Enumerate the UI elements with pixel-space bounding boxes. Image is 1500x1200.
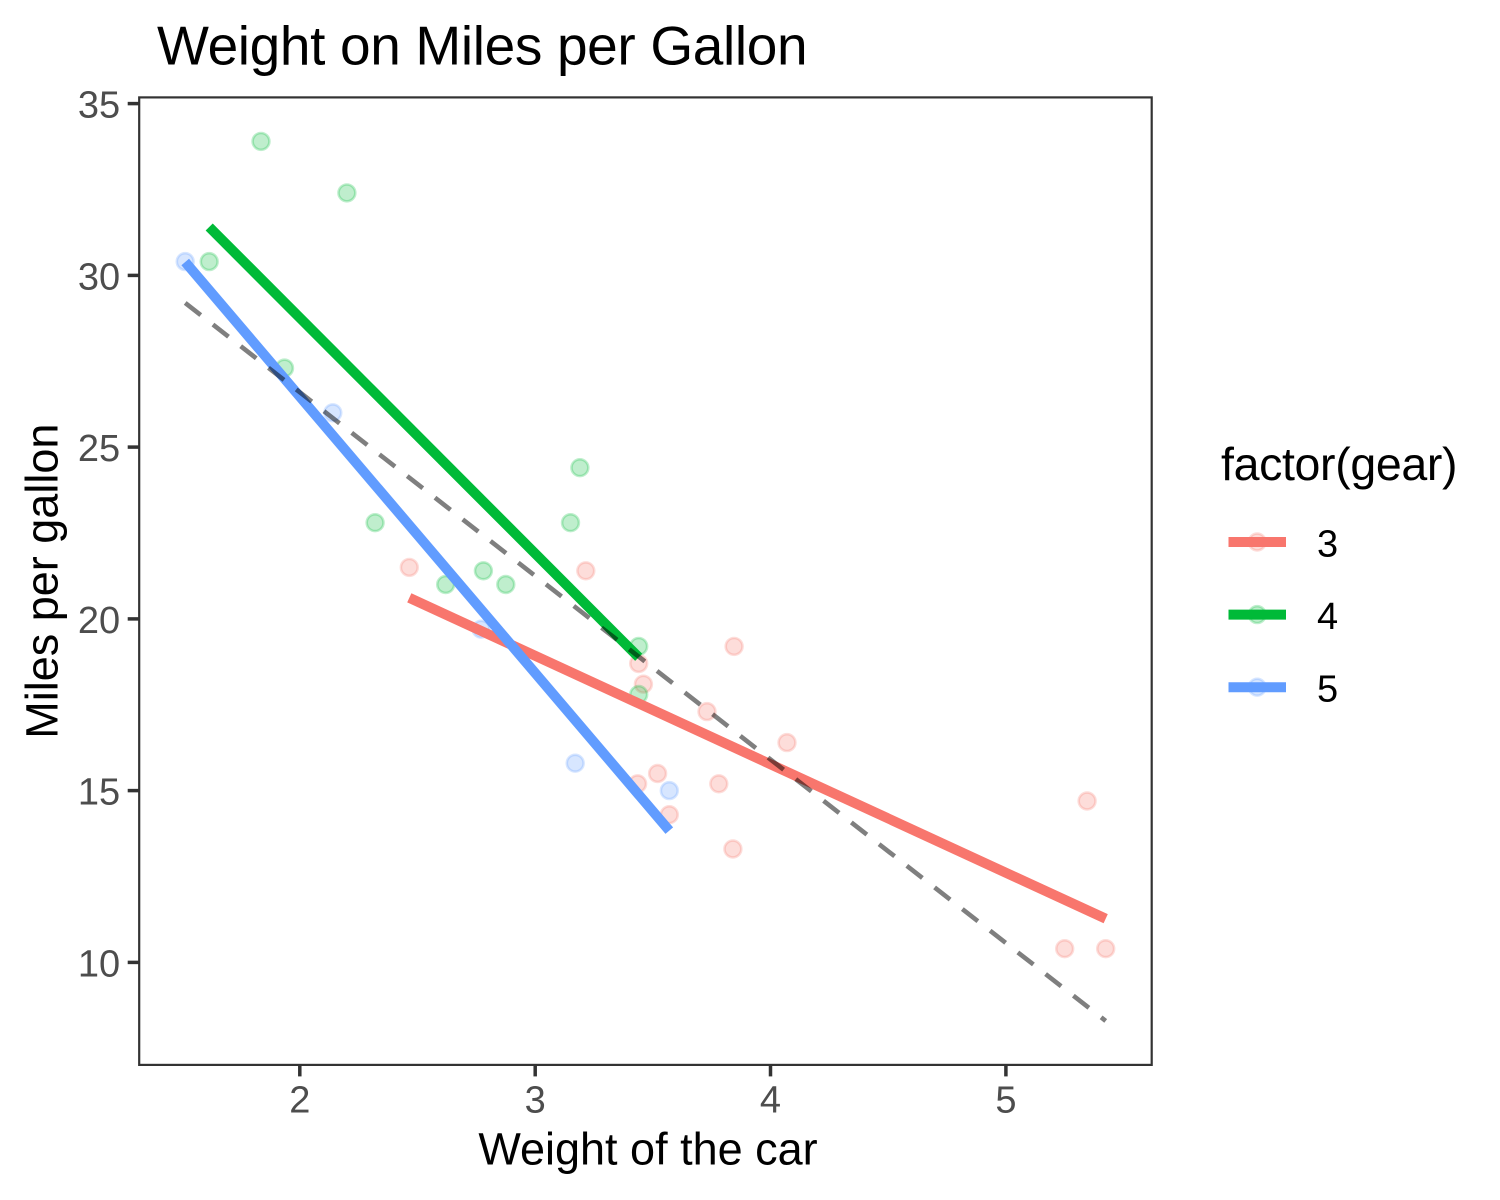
svg-text:15: 15 bbox=[78, 772, 120, 814]
svg-text:4: 4 bbox=[1317, 596, 1338, 638]
svg-text:20: 20 bbox=[78, 600, 120, 642]
svg-text:25: 25 bbox=[78, 428, 120, 470]
svg-text:2: 2 bbox=[289, 1080, 310, 1122]
svg-text:Weight of the car: Weight of the car bbox=[478, 1123, 817, 1174]
svg-text:3: 3 bbox=[525, 1080, 546, 1122]
svg-text:10: 10 bbox=[78, 943, 120, 985]
svg-text:30: 30 bbox=[78, 256, 120, 298]
svg-text:Weight on Miles per Gallon: Weight on Miles per Gallon bbox=[157, 14, 807, 76]
svg-text:5: 5 bbox=[1317, 669, 1338, 711]
svg-text:4: 4 bbox=[760, 1080, 781, 1122]
svg-text:Miles per gallon: Miles per gallon bbox=[17, 424, 68, 739]
svg-text:factor(gear): factor(gear) bbox=[1221, 438, 1457, 490]
svg-text:3: 3 bbox=[1317, 523, 1338, 565]
svg-text:35: 35 bbox=[78, 85, 120, 127]
svg-text:5: 5 bbox=[995, 1080, 1016, 1122]
